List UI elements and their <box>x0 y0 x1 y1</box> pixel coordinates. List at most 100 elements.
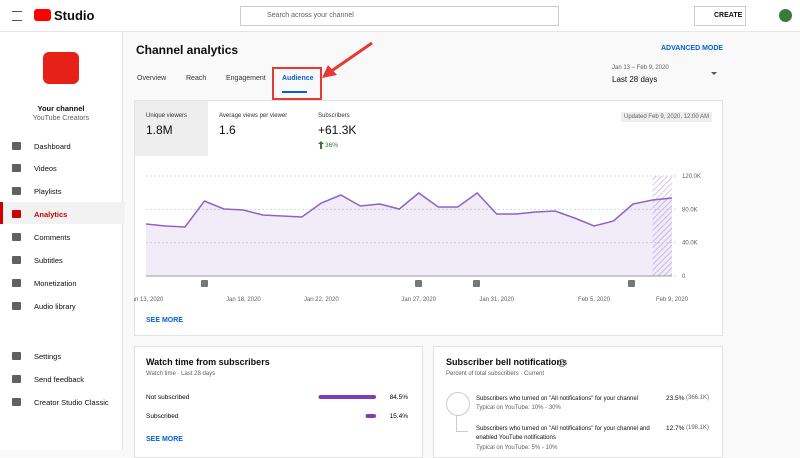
watch-time-card <box>134 346 423 458</box>
metric-label: Subscribers <box>318 113 350 119</box>
tab[interactable]: Engagement <box>226 75 266 82</box>
nav-item[interactable]: Comments <box>34 233 71 242</box>
bell-typical: Typical on YouTube: 5% - 10% <box>476 445 558 451</box>
nav-icon <box>12 375 21 383</box>
bell-percent: 12.7% <box>666 425 685 432</box>
watch-time-bars: Not subscribed 84.5% Subscribed 15.4% <box>146 394 409 420</box>
bell-text: Subscribers who turned on "All notificat… <box>476 426 650 441</box>
line <box>145 192 673 228</box>
page-title: Channel analytics <box>136 43 239 57</box>
y-tick-label: 120.0K <box>682 174 701 180</box>
see-more[interactable]: SEE MORE <box>146 317 183 324</box>
nav-item[interactable]: Monetization <box>34 279 77 288</box>
nav-icon <box>12 302 21 310</box>
up-arrow <box>318 141 324 149</box>
y-tick-label: 0 <box>682 274 686 280</box>
partial-period <box>652 176 672 276</box>
x-tick-label: Jan 18, 2020 <box>226 297 261 303</box>
updated-label: Updated Feb 9, 2020, 12:00 AM <box>621 112 713 122</box>
metric-label: Average views per viewer <box>219 113 288 119</box>
x-tick-label: Jan 13, 2020 <box>134 297 164 303</box>
nav-item[interactable]: Dashboard <box>34 142 71 151</box>
avatar[interactable] <box>779 9 792 22</box>
tab[interactable]: Reach <box>186 75 207 82</box>
highlight-box <box>272 67 322 100</box>
y-tick-label: 40.0K <box>682 241 698 247</box>
value-label: 84.5% <box>390 394 409 401</box>
channel-name: Your channel <box>37 104 85 113</box>
active-nav-bg <box>0 202 125 224</box>
nav-item[interactable]: Playlists <box>34 187 62 196</box>
row-label: Subscribed <box>146 413 179 420</box>
bell-percent: 23.5% <box>666 395 685 402</box>
line-chart: 0 40.0K 80.0K 120.0K Jan 13, 2020 Jan 18, 202… <box>134 174 701 303</box>
analytics-card <box>134 100 723 336</box>
create-label: CREATE <box>714 12 743 19</box>
channel-avatar <box>43 52 79 84</box>
metric-value: 1.6 <box>219 123 236 137</box>
channel-sub: YouTube Creators <box>32 115 90 122</box>
nav-item[interactable]: Analytics <box>34 210 68 219</box>
bell-text: Subscribers who turned on "All notificat… <box>476 396 639 402</box>
x-tick-label: Jan 22, 2020 <box>304 297 339 303</box>
watch-time-see-more[interactable]: SEE MORE <box>146 436 183 443</box>
bell-count: (366.1K) <box>686 395 710 401</box>
nav-item[interactable]: Send feedback <box>34 375 85 384</box>
nav-item[interactable]: Settings <box>34 352 62 361</box>
dropdown-caret <box>711 72 717 78</box>
value-label: 15.4% <box>390 413 409 420</box>
bar <box>318 395 376 399</box>
event-marker <box>473 280 480 287</box>
nav-icon <box>12 164 21 172</box>
x-tick-label: Feb 5, 2020 <box>578 297 611 303</box>
period[interactable]: Last 28 days <box>612 75 658 84</box>
bell-icon <box>446 392 470 416</box>
x-tick-label: Jan 27, 2020 <box>401 297 436 303</box>
subscriber-change: 36% <box>325 142 339 149</box>
bell-subtitle: Percent of total subscribers · Current <box>446 371 545 377</box>
nav-icon <box>12 352 21 360</box>
event-marker <box>628 280 635 287</box>
bell-count: (198.1K) <box>686 425 710 431</box>
nav-icon <box>12 256 21 264</box>
x-tick-label: Feb 9, 2020 <box>656 297 689 303</box>
info-icon[interactable] <box>558 359 566 367</box>
nav-icon <box>12 142 21 150</box>
nav-icon <box>12 210 21 218</box>
search-placeholder: Search across your channel <box>267 12 354 19</box>
nav-icon <box>12 233 21 241</box>
row-label: Not subscribed <box>146 394 190 401</box>
nav-item[interactable]: Audio library <box>34 302 76 311</box>
event-marker <box>415 280 422 287</box>
nav-item[interactable]: Subtitles <box>34 256 63 265</box>
nav-icon <box>12 187 21 195</box>
event-marker <box>201 280 208 287</box>
bar <box>365 414 376 418</box>
advanced-mode[interactable]: ADVANCED MODE <box>661 45 724 52</box>
date-range: Jan 13 – Feb 9, 2020 <box>612 65 669 71</box>
selected-metric <box>135 101 208 156</box>
nav-item[interactable]: Creator Studio Classic <box>34 398 109 407</box>
connector <box>456 415 457 431</box>
nav-item[interactable]: Videos <box>34 164 57 173</box>
nav-icon <box>12 279 21 287</box>
area <box>146 193 672 276</box>
watch-time-title: Watch time from subscribers <box>146 357 270 367</box>
tab[interactable]: Audience <box>282 75 314 82</box>
menu-icon[interactable] <box>12 11 22 21</box>
x-tick-label: Jan 31, 2020 <box>479 297 514 303</box>
tab[interactable]: Overview <box>137 75 167 82</box>
annotation-arrow <box>322 41 373 78</box>
create-button[interactable] <box>694 6 746 26</box>
bell-typical: Typical on YouTube: 10% - 30% <box>476 405 561 411</box>
logo-icon <box>34 9 51 21</box>
bell-card <box>433 346 723 458</box>
search-box[interactable] <box>240 6 559 26</box>
bell-title: Subscriber bell notifications <box>446 357 568 367</box>
logo-text[interactable]: Studio <box>54 8 95 23</box>
tab-underline <box>282 91 307 93</box>
metric-value: 1.8M <box>146 123 173 137</box>
y-tick-label: 80.0K <box>682 207 698 213</box>
metric-value: +61.3K <box>318 123 357 137</box>
